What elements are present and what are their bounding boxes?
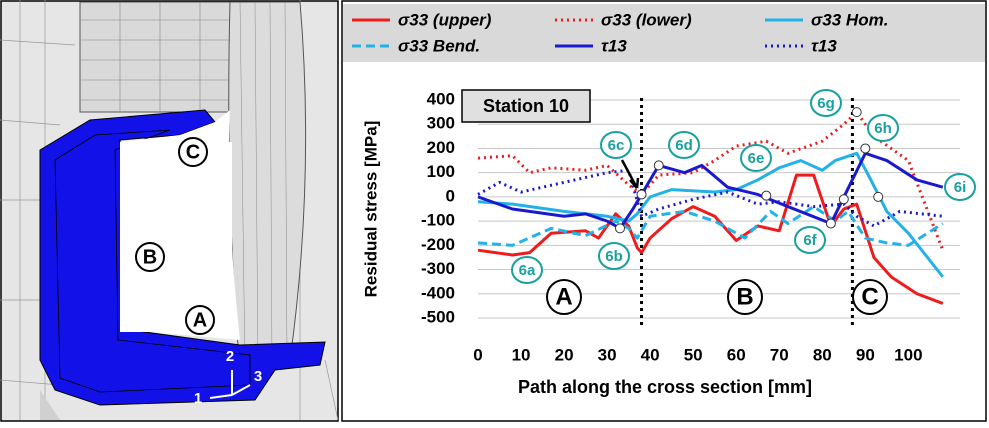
region-label: A: [193, 309, 207, 331]
y-tick-label: -100: [421, 211, 455, 230]
legend-label: σ33 Bend.: [398, 36, 480, 55]
legend-label: σ33 Hom.: [811, 10, 888, 29]
callout-label: 6e: [748, 150, 765, 167]
x-tick-label: 30: [598, 345, 617, 364]
legend-label: σ33 (upper): [398, 10, 492, 29]
legend-label: σ33 (lower): [601, 10, 692, 29]
marker: [637, 190, 646, 199]
y-axis-label: Residual stress [MPa]: [361, 121, 380, 298]
region-label: B: [143, 246, 157, 268]
callout-label: 6g: [817, 95, 835, 112]
y-tick-label: -500: [421, 307, 455, 326]
marker: [861, 144, 870, 153]
x-tick-label: 40: [641, 345, 660, 364]
y-tick-label: -300: [421, 259, 455, 278]
section-label: A: [555, 283, 572, 310]
callout-label: 6h: [874, 120, 892, 137]
callout-label: 6i: [954, 179, 967, 196]
x-tick-label: 60: [727, 345, 746, 364]
chart-title: Station 10: [483, 96, 569, 116]
legend-label: τ13: [601, 36, 627, 55]
marker: [762, 191, 771, 200]
x-tick-label: 90: [856, 345, 875, 364]
marker: [654, 161, 663, 170]
axis-label: 3: [254, 368, 262, 385]
axis-label: 1: [194, 390, 202, 407]
x-tick-label: 100: [894, 345, 922, 364]
x-tick-label: 0: [473, 345, 482, 364]
callout-label: 6f: [803, 232, 817, 249]
marker: [874, 192, 883, 201]
section-label: C: [861, 283, 878, 310]
x-tick-label: 20: [555, 345, 574, 364]
section-label: B: [736, 283, 753, 310]
y-tick-label: -400: [421, 283, 455, 302]
y-tick-label: 0: [446, 186, 455, 205]
callout-label: 6a: [519, 262, 536, 279]
callout-label: 6c: [608, 137, 625, 154]
y-tick-label: 200: [427, 138, 455, 157]
axis-label: 2: [226, 348, 234, 365]
y-tick-label: 400: [427, 89, 455, 108]
y-tick-label: 300: [427, 114, 455, 133]
rendering: [0, 0, 338, 421]
callout-label: 6b: [605, 248, 623, 265]
y-tick-label: -200: [421, 235, 455, 254]
x-tick-label: 50: [684, 345, 703, 364]
y-tick-label: 100: [427, 162, 455, 181]
figure: C B A 1 2 3 σ33 (upper) σ33 (lower) σ33 Hom. σ33 …: [0, 0, 989, 423]
x-axis-label: Path along the cross section [mm]: [518, 377, 812, 397]
marker: [852, 108, 861, 117]
callout-label: 6d: [675, 137, 693, 154]
x-tick-label: 80: [813, 345, 832, 364]
marker: [826, 219, 835, 228]
region-label: C: [186, 141, 200, 163]
marker: [839, 195, 848, 204]
legend-label: τ13: [811, 36, 837, 55]
x-tick-label: 70: [770, 345, 789, 364]
marker: [616, 224, 625, 233]
x-tick-label: 10: [512, 345, 531, 364]
